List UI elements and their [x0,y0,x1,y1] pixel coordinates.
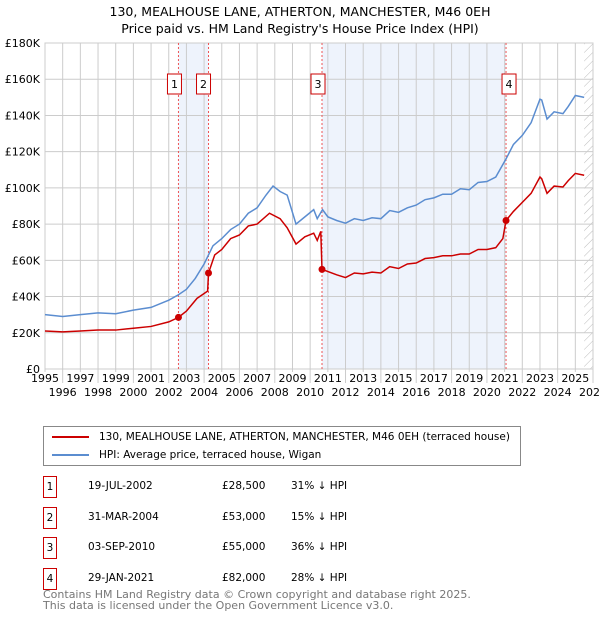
shaded-period [178,43,209,369]
sale-row: 4 29-JAN-2021 £82,000 28% ↓ HPI [43,567,443,590]
sale-date: 19-JUL-2002 [88,480,153,492]
chart-title: 130, MEALHOUSE LANE, ATHERTON, MANCHESTE… [109,4,491,19]
x-tick-label: 1998 [84,386,112,399]
plot-border [44,42,594,370]
x-tick-label: 2012 [332,386,360,399]
legend-label: HPI: Average price, terraced house, Wiga… [99,449,322,461]
sale-hpi-diff: 15% ↓ HPI [291,510,348,523]
x-tick-label: 1999 [102,372,130,385]
series-line [44,94,585,318]
x-tick-label: 2016 [402,386,430,399]
y-tick-label: £20K [12,327,41,340]
sale-price: £28,500 [222,480,266,492]
sale-label-box [166,73,182,95]
sale-price: £82,000 [222,571,266,584]
sale-date: 03-SEP-2010 [88,541,156,553]
sale-price: £53,000 [222,510,266,523]
forecast-hatch [584,43,593,369]
x-tick-label: 2013 [349,372,377,385]
x-tick-label: 2001 [137,372,165,385]
legend-swatch-red [52,436,89,438]
x-tick-label: 2008 [261,386,289,399]
sale-label: 1 [171,78,178,91]
x-tick-label: 2003 [172,372,200,385]
x-tick-label: 2023 [526,372,554,385]
x-tick-label: 1997 [66,372,94,385]
sale-label-box [196,73,212,95]
x-tick-label: 2019 [455,372,483,385]
sale-point [318,265,326,273]
sale-row: 2 31-MAR-2004 £53,000 15% ↓ HPI [43,506,443,529]
y-tick-label: £180K [5,37,41,50]
sale-point [174,313,182,321]
x-tick-label: 2018 [438,386,466,399]
x-tick-label: 2009 [278,372,306,385]
x-tick-label: 2022 [508,386,536,399]
x-tick-label: 2000 [119,386,147,399]
x-tick-label: 2007 [243,372,271,385]
sale-label: 3 [315,78,322,91]
sale-hpi-diff: 28% ↓ HPI [291,571,348,584]
x-tick-label: 1996 [49,386,77,399]
series-line [44,172,585,333]
y-tick-label: £160K [5,73,41,86]
legend-item-hpi: HPI: Average price, terraced house, Wiga… [52,447,321,463]
sale-hpi-diff: 36% ↓ HPI [291,541,348,553]
x-tick-label: 2005 [208,372,236,385]
chart-subtitle: Price paid vs. HM Land Registry's House … [121,21,479,36]
price-chart: 1995199619971998199920002001200220032004… [5,37,600,399]
x-tick-label: 2026 [579,386,600,399]
legend-swatch-blue [52,454,89,456]
x-tick-label: 2024 [544,386,572,399]
x-tick-label: 2025 [561,372,589,385]
x-tick-label: 2002 [155,386,183,399]
sale-number: 2 [43,506,57,529]
sale-date: 31-MAR-2004 [88,510,159,523]
sale-point [205,269,213,277]
sale-point [502,216,510,224]
sale-label: 2 [200,78,207,91]
sale-number: 1 [43,476,57,498]
x-tick-label: 2011 [314,372,342,385]
x-tick-label: 2020 [473,386,501,399]
footer-line: This data is licensed under the Open Gov… [43,599,394,612]
legend-item-property: 130, MEALHOUSE LANE, ATHERTON, MANCHESTE… [52,429,510,445]
x-tick-label: 2004 [190,386,218,399]
sale-row: 1 19-JUL-2002 £28,500 31% ↓ HPI [43,476,443,498]
legend-label: 130, MEALHOUSE LANE, ATHERTON, MANCHESTE… [99,431,510,443]
y-tick-label: £40K [12,291,41,304]
sale-date: 29-JAN-2021 [88,571,155,584]
sale-label-box [501,73,517,95]
legend: 130, MEALHOUSE LANE, ATHERTON, MANCHESTE… [43,426,521,466]
x-tick-label: 2006 [225,386,253,399]
x-tick-label: 1995 [31,372,59,385]
y-tick-label: £60K [12,254,41,267]
sale-label-box [310,73,326,95]
x-tick-label: 2015 [385,372,413,385]
x-tick-label: 2017 [420,372,448,385]
x-tick-label: 2021 [491,372,519,385]
sale-price: £55,000 [222,541,266,553]
y-tick-label: £140K [5,109,41,122]
sale-number: 3 [43,537,57,559]
y-tick-label: £120K [5,146,41,159]
y-tick-label: £0 [26,363,40,376]
y-tick-label: £80K [12,218,41,231]
sale-row: 3 03-SEP-2010 £55,000 36% ↓ HPI [43,537,443,559]
x-tick-label: 2014 [367,386,395,399]
sale-number: 4 [43,567,57,590]
sale-hpi-diff: 31% ↓ HPI [291,480,348,492]
footer-line: Contains HM Land Registry data © Crown c… [43,588,471,601]
y-tick-label: £100K [5,182,41,195]
sale-label: 4 [506,78,513,91]
x-tick-label: 2010 [296,386,324,399]
